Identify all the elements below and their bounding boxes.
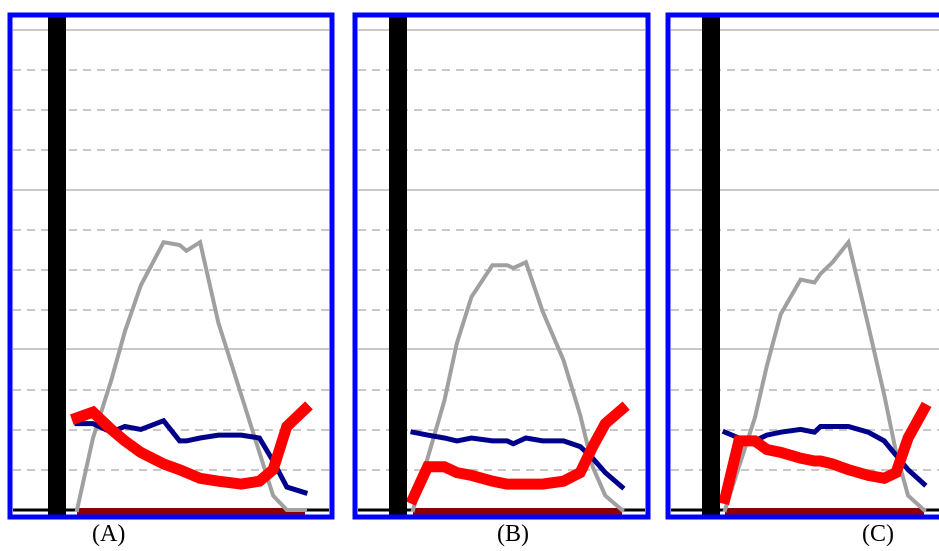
panel-frame [352, 12, 651, 520]
panel-label-c: (C) [862, 521, 894, 547]
series-line-gray [410, 259, 625, 513]
y-axis-bar [702, 15, 720, 517]
series-line-red [69, 401, 313, 490]
panel-label-b: (B) [497, 521, 529, 547]
y-axis-bar [48, 15, 66, 517]
baseline-bar [413, 508, 622, 515]
series-line-red [405, 401, 630, 506]
panel-frame [7, 12, 335, 520]
series-line-gray [74, 239, 307, 513]
baseline-bar [77, 508, 305, 515]
panel-frame [665, 12, 939, 520]
series-line-gray [722, 237, 927, 513]
y-axis-bar [389, 15, 407, 517]
baseline-bar [725, 508, 924, 515]
series-line-red [718, 401, 932, 506]
panel-label-a: (A) [92, 521, 126, 547]
